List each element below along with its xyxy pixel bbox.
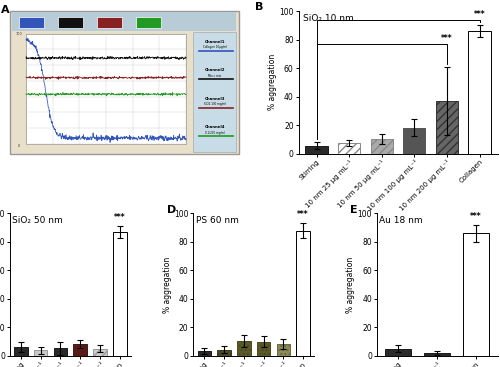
Bar: [19, 17, 44, 28]
Bar: [424, 353, 450, 356]
Bar: [34, 350, 48, 356]
Text: Channel4: Channel4: [204, 125, 225, 129]
Y-axis label: % aggregation: % aggregation: [346, 257, 356, 313]
Text: A: A: [1, 5, 10, 15]
Text: SiO2 100 mg/ml: SiO2 100 mg/ml: [204, 102, 226, 106]
Text: 0: 0: [18, 143, 21, 148]
Bar: [14, 348, 28, 356]
Bar: [26, 34, 186, 143]
Bar: [276, 344, 290, 356]
Text: Collagen 10μg/ml: Collagen 10μg/ml: [202, 45, 226, 49]
Text: Channel1: Channel1: [204, 40, 225, 44]
Text: ***: ***: [474, 10, 486, 19]
Bar: [97, 17, 122, 28]
Bar: [257, 342, 270, 356]
Bar: [306, 146, 328, 153]
Bar: [218, 350, 231, 356]
Text: ***: ***: [441, 34, 453, 43]
Bar: [136, 17, 161, 28]
Bar: [463, 233, 489, 356]
Text: E: E: [350, 205, 358, 215]
Text: Au 18 nm: Au 18 nm: [379, 216, 423, 225]
Text: SiO₂ 50 nm: SiO₂ 50 nm: [12, 216, 63, 225]
Bar: [338, 143, 360, 153]
Text: B: B: [255, 3, 263, 12]
Bar: [404, 128, 425, 153]
Text: SiO₂ 10 nm: SiO₂ 10 nm: [302, 14, 354, 23]
Y-axis label: % aggregation: % aggregation: [163, 257, 172, 313]
Text: ***: ***: [298, 210, 309, 219]
Bar: [113, 232, 126, 356]
Bar: [436, 101, 458, 153]
Text: Channel2: Channel2: [204, 68, 225, 72]
Bar: [198, 351, 211, 356]
Bar: [468, 31, 490, 153]
Bar: [237, 341, 250, 356]
Text: Channel3: Channel3: [204, 97, 225, 101]
Bar: [58, 17, 83, 28]
Bar: [12, 12, 236, 31]
Bar: [370, 139, 393, 153]
Text: ***: ***: [114, 213, 126, 222]
Bar: [94, 349, 106, 356]
Bar: [74, 344, 87, 356]
Bar: [193, 32, 236, 152]
Bar: [385, 349, 411, 356]
Y-axis label: % aggregation: % aggregation: [268, 54, 277, 110]
Bar: [54, 348, 67, 356]
Text: PS 60 nm: PS 60 nm: [196, 216, 238, 225]
Text: 100: 100: [16, 32, 22, 36]
Text: Mix c mix: Mix c mix: [208, 74, 222, 78]
Text: D: D: [167, 205, 176, 215]
Text: 0.1/200 mg/ml: 0.1/200 mg/ml: [205, 131, 225, 135]
Bar: [296, 230, 310, 356]
Text: ***: ***: [470, 211, 482, 221]
